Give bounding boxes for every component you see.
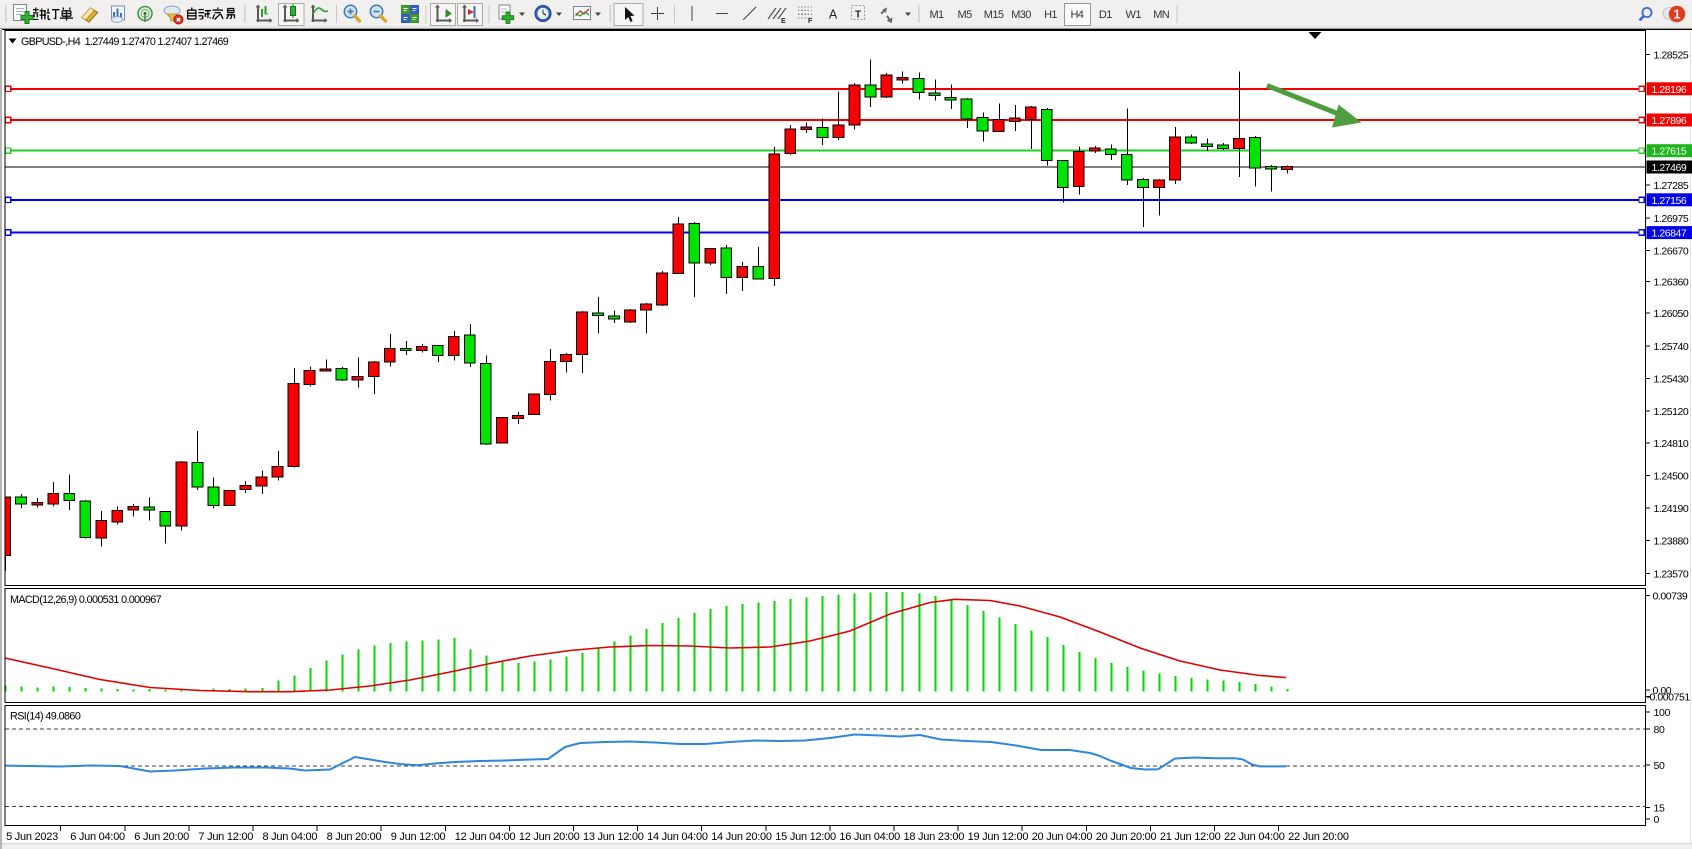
svg-text:13 Jun 12:00: 13 Jun 12:00	[583, 831, 644, 843]
svg-text:H4: H4	[1070, 9, 1083, 21]
svg-text:1.25120: 1.25120	[1654, 406, 1689, 418]
svg-text:14 Jun 04:00: 14 Jun 04:00	[647, 831, 708, 843]
svg-text:D1: D1	[1099, 9, 1112, 21]
svg-text:H1: H1	[1044, 9, 1057, 21]
svg-text:1.23570: 1.23570	[1654, 568, 1689, 580]
svg-text:8 Jun 04:00: 8 Jun 04:00	[263, 831, 318, 843]
svg-text:A: A	[829, 8, 838, 22]
svg-text:1.26360: 1.26360	[1654, 277, 1689, 289]
svg-text:20 Jun 04:00: 20 Jun 04:00	[1032, 831, 1093, 843]
svg-text:1.25740: 1.25740	[1654, 341, 1689, 353]
svg-text:M5: M5	[958, 9, 973, 21]
svg-text:-0.000751: -0.000751	[1647, 692, 1691, 704]
svg-text:12 Jun 04:00: 12 Jun 04:00	[455, 831, 516, 843]
svg-text:F: F	[808, 18, 813, 25]
svg-text:1.27156: 1.27156	[1652, 195, 1687, 207]
svg-text:E: E	[781, 18, 786, 25]
svg-text:1.27469: 1.27469	[1652, 162, 1687, 174]
svg-text:MN: MN	[1153, 9, 1170, 21]
svg-text:21 Jun 12:00: 21 Jun 12:00	[1160, 831, 1221, 843]
svg-text:MACD(12,26,9) 0.000531 0.00096: MACD(12,26,9) 0.000531 0.000967	[10, 594, 162, 606]
svg-text:1.27285: 1.27285	[1654, 180, 1689, 192]
svg-text:1.24500: 1.24500	[1654, 471, 1689, 483]
svg-text:M1: M1	[929, 9, 944, 21]
svg-text:1: 1	[1674, 7, 1681, 21]
svg-text:16 Jun 04:00: 16 Jun 04:00	[839, 831, 900, 843]
svg-text:1.26975: 1.26975	[1654, 213, 1689, 225]
svg-text:100: 100	[1654, 707, 1671, 719]
svg-text:14 Jun 20:00: 14 Jun 20:00	[711, 831, 772, 843]
svg-text:GBPUSD-,H4 1.27449 1.27470 1.: GBPUSD-,H4 1.27449 1.27470 1.27407 1.274…	[21, 36, 229, 48]
svg-text:22 Jun 04:00: 22 Jun 04:00	[1224, 831, 1285, 843]
svg-text:0: 0	[1654, 814, 1660, 826]
svg-text:80: 80	[1654, 724, 1666, 736]
svg-text:1.24810: 1.24810	[1654, 438, 1689, 450]
svg-text:18 Jun 23:00: 18 Jun 23:00	[904, 831, 965, 843]
svg-text:6 Jun 04:00: 6 Jun 04:00	[70, 831, 125, 843]
svg-text:1.25430: 1.25430	[1654, 373, 1689, 385]
svg-text:12 Jun 20:00: 12 Jun 20:00	[519, 831, 580, 843]
svg-text:15 Jun 12:00: 15 Jun 12:00	[775, 831, 836, 843]
svg-text:5 Jun 2023: 5 Jun 2023	[6, 831, 58, 843]
svg-text:15: 15	[1654, 802, 1666, 814]
svg-text:50: 50	[1654, 760, 1666, 772]
svg-text:RSI(14) 49.0860: RSI(14) 49.0860	[10, 711, 81, 723]
svg-text:1.26670: 1.26670	[1654, 246, 1689, 258]
svg-text:M15: M15	[984, 9, 1004, 21]
svg-text:8 Jun 20:00: 8 Jun 20:00	[327, 831, 382, 843]
svg-text:1.26847: 1.26847	[1652, 228, 1687, 240]
svg-text:0.00739: 0.00739	[1653, 591, 1688, 603]
svg-text:T: T	[855, 10, 861, 21]
svg-text:20 Jun 20:00: 20 Jun 20:00	[1096, 831, 1157, 843]
svg-text:6 Jun 20:00: 6 Jun 20:00	[134, 831, 189, 843]
svg-text:0.00: 0.00	[1653, 685, 1672, 697]
svg-text:7 Jun 12:00: 7 Jun 12:00	[198, 831, 253, 843]
svg-text:1.27896: 1.27896	[1652, 115, 1687, 127]
svg-text:9 Jun 12:00: 9 Jun 12:00	[391, 831, 446, 843]
svg-text:1.28196: 1.28196	[1652, 84, 1687, 96]
svg-text:1.27615: 1.27615	[1652, 146, 1687, 158]
svg-text:22 Jun 20:00: 22 Jun 20:00	[1288, 831, 1349, 843]
svg-text:19 Jun 12:00: 19 Jun 12:00	[968, 831, 1029, 843]
svg-text:1.28525: 1.28525	[1654, 50, 1689, 62]
svg-text:W1: W1	[1126, 9, 1142, 21]
svg-text:1.26050: 1.26050	[1654, 308, 1689, 320]
svg-text:1.24190: 1.24190	[1654, 503, 1689, 515]
svg-text:M30: M30	[1011, 9, 1031, 21]
svg-text:1.23880: 1.23880	[1654, 536, 1689, 548]
